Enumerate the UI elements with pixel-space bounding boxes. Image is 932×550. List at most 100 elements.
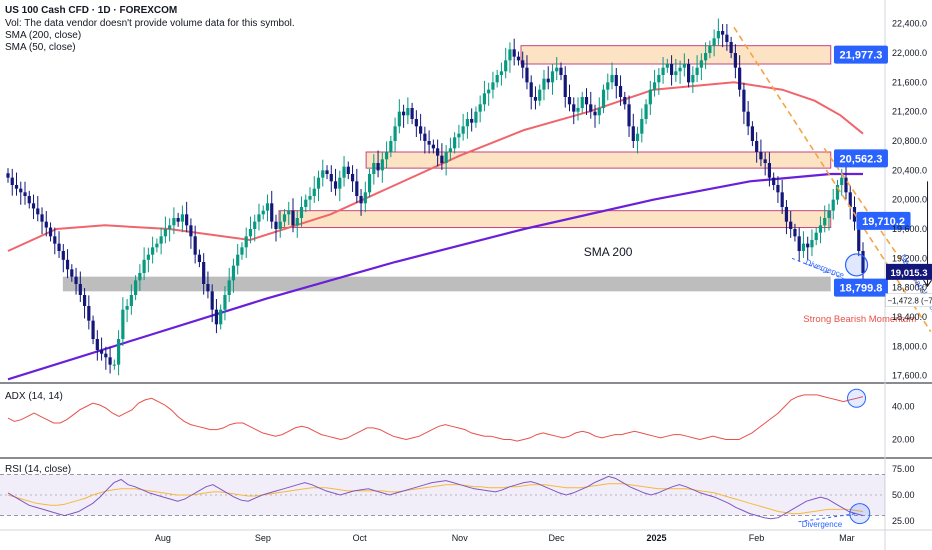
candle-body	[576, 108, 580, 112]
price-tick-label: 21,200.0	[892, 107, 927, 117]
price-tick-label: 17,600.0	[892, 371, 927, 381]
candle-body	[470, 119, 474, 123]
candle-body	[206, 284, 210, 292]
time-tick-label: 2025	[646, 533, 666, 543]
candle-body	[772, 177, 776, 185]
candle-body	[129, 295, 133, 306]
candle-body	[146, 254, 150, 260]
candle-body	[61, 251, 65, 260]
candle-body	[53, 236, 57, 244]
candle-body	[202, 262, 206, 284]
candle-body	[861, 251, 865, 273]
candle-body	[193, 236, 197, 255]
candle-body	[840, 177, 844, 185]
candle-body	[406, 108, 410, 116]
candle-body	[431, 144, 435, 149]
candle-body	[491, 82, 495, 90]
candle-body	[350, 174, 355, 182]
candle-body	[308, 196, 312, 200]
candle-body	[827, 210, 831, 218]
candle-body	[738, 67, 742, 90]
candle-body	[572, 104, 576, 112]
candle-body	[236, 254, 240, 266]
volume-note: Vol: The data vendor doesn't provide vol…	[5, 18, 295, 29]
candle-body	[746, 111, 750, 127]
resistance-zone	[278, 210, 832, 229]
candle-body	[759, 152, 763, 160]
price-tick-label: 22,400.0	[892, 19, 927, 29]
candle-body	[465, 119, 470, 127]
candle-body	[716, 31, 720, 39]
measure-box	[885, 293, 932, 307]
time-axis[interactable]: AugSepOctNovDec2025FebMarAprMay	[155, 533, 932, 543]
level-label: 20,562.3	[840, 153, 883, 165]
candle-body	[508, 49, 512, 61]
candle-body	[329, 174, 333, 182]
candle-body	[65, 259, 70, 270]
candle-body	[23, 192, 27, 196]
candle-body	[108, 357, 112, 365]
chart-title: US 100 Cash CFD · 1D · FOREXCOM	[5, 5, 178, 16]
candle-body	[448, 148, 452, 152]
momentum-annotation: Strong Bearish Momentum	[803, 314, 916, 325]
rsi-tick-label: 50.00	[892, 490, 915, 500]
candle-body	[580, 97, 584, 108]
candle-body	[57, 243, 61, 251]
current-price-box	[886, 263, 932, 280]
candle-body	[563, 75, 567, 97]
candle-body	[10, 177, 14, 185]
candle-body	[848, 192, 852, 207]
adx-circle	[847, 388, 867, 408]
candle-body	[419, 126, 423, 134]
candle-body	[512, 49, 516, 57]
candle-body	[359, 196, 363, 204]
price-axis[interactable]: 22,400.0 22,000.0 21,600.0 21,200.0 20,800.0…	[886, 19, 932, 381]
candle-body	[857, 221, 861, 251]
candle-body	[363, 192, 367, 204]
adx-legend[interactable]: ADX (14, 14)	[5, 391, 63, 402]
rsi-tick-label: 75.00	[892, 464, 915, 474]
candle-body	[261, 210, 265, 215]
candle-body	[806, 243, 810, 248]
candle-body	[142, 259, 146, 273]
price-tick-label: 20,000.0	[892, 195, 927, 205]
candle-body	[304, 199, 308, 207]
candle-body	[367, 174, 372, 193]
candle-body	[414, 119, 418, 127]
candle-body	[299, 207, 304, 218]
candle-body	[635, 133, 640, 141]
candle-body	[291, 210, 295, 226]
candle-body	[333, 181, 338, 189]
price-tick-label: 21,600.0	[892, 77, 927, 87]
candle-body	[533, 97, 538, 101]
candle-body	[657, 75, 661, 83]
candle-body	[797, 236, 801, 251]
candle-body	[725, 34, 729, 42]
candle-body	[495, 75, 499, 83]
candle-body	[823, 218, 827, 226]
candle-body	[151, 247, 155, 255]
support-band	[62, 276, 831, 292]
candle-body	[121, 309, 125, 339]
sma50-legend[interactable]: SMA (50, close)	[5, 42, 76, 53]
rsi-line	[7, 475, 864, 520]
level-label-box	[833, 278, 888, 297]
candle-body	[597, 108, 601, 116]
sma200-legend[interactable]: SMA (200, close)	[5, 30, 82, 41]
candle-body	[453, 137, 457, 149]
candle-body	[729, 42, 733, 53]
candle-body	[423, 133, 427, 141]
candle-body	[835, 185, 840, 200]
resistance-zone	[365, 151, 832, 169]
rsi-legend[interactable]: RSI (14, close)	[5, 464, 72, 475]
candle-body	[567, 97, 572, 105]
price-tick-label: 20,800.0	[892, 136, 927, 146]
rsi-tick-label: 25.00	[892, 516, 915, 526]
candle-body	[444, 152, 448, 163]
candle-body	[601, 89, 606, 108]
candle-body	[253, 221, 257, 229]
rsi-ma-line	[7, 483, 864, 515]
candle-body	[712, 38, 716, 46]
